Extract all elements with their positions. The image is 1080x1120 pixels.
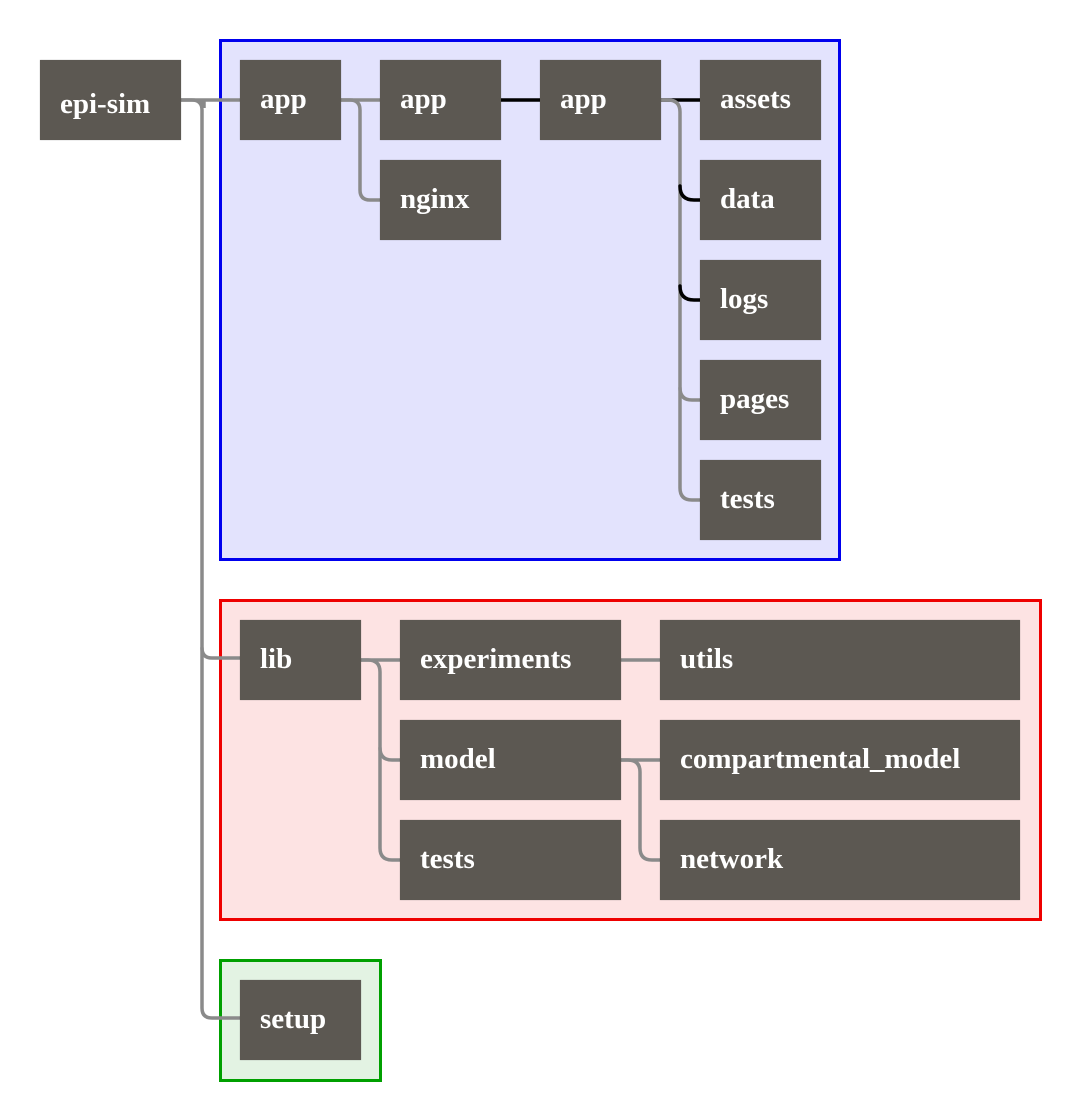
node-lib-tests[interactable]: tests <box>400 820 621 900</box>
link-model-network <box>618 758 662 862</box>
node-data-label: data <box>720 183 775 215</box>
node-experiments-label: experiments <box>420 643 572 675</box>
node-assets[interactable]: assets <box>700 60 821 140</box>
node-assets-label: assets <box>720 83 791 115</box>
link-app3-trunk <box>658 98 702 502</box>
node-app-level3-label: app <box>560 83 607 115</box>
link-lib-trunk <box>358 658 402 862</box>
node-lib-tests-label: tests <box>420 843 475 875</box>
node-compartmental-model-label: compartmental_model <box>680 743 961 775</box>
node-utils[interactable]: utils <box>660 620 1020 700</box>
link-root-trunk <box>178 98 242 1020</box>
node-nginx-label: nginx <box>400 183 470 215</box>
node-pages[interactable]: pages <box>700 360 821 440</box>
node-pages-label: pages <box>720 383 790 415</box>
node-network[interactable]: network <box>660 820 1020 900</box>
node-setup-label: setup <box>260 1003 327 1035</box>
node-setup[interactable]: setup <box>240 980 361 1060</box>
link-app1-nginx <box>338 98 382 202</box>
node-app-tests[interactable]: tests <box>700 460 821 540</box>
node-lib-label: lib <box>260 643 293 675</box>
link-app3-pages <box>678 386 702 402</box>
node-app-level1[interactable]: app <box>240 60 341 140</box>
node-logs[interactable]: logs <box>700 260 821 340</box>
node-app-level1-label: app <box>260 83 307 115</box>
node-app-level2[interactable]: app <box>380 60 501 140</box>
node-app-level3[interactable]: app <box>540 60 661 140</box>
node-app-tests-label: tests <box>720 483 775 515</box>
node-app-level2-label: app <box>400 83 447 115</box>
node-compartmental-model[interactable]: compartmental_model <box>660 720 1020 800</box>
node-utils-label: utils <box>680 643 734 675</box>
node-model[interactable]: model <box>400 720 621 800</box>
link-lib-model <box>378 746 402 762</box>
link-app3-data <box>678 184 702 202</box>
link-app3-logs <box>678 284 702 302</box>
node-lib[interactable]: lib <box>240 620 361 700</box>
node-data[interactable]: data <box>700 160 821 240</box>
node-nginx[interactable]: nginx <box>380 160 501 240</box>
link-root-lib <box>200 646 242 660</box>
node-epi-sim[interactable]: epi-sim <box>40 60 181 140</box>
node-epi-sim-label: epi-sim <box>60 88 151 120</box>
node-model-label: model <box>420 743 496 775</box>
node-experiments[interactable]: experiments <box>400 620 621 700</box>
node-network-label: network <box>680 843 784 875</box>
node-logs-label: logs <box>720 283 769 315</box>
